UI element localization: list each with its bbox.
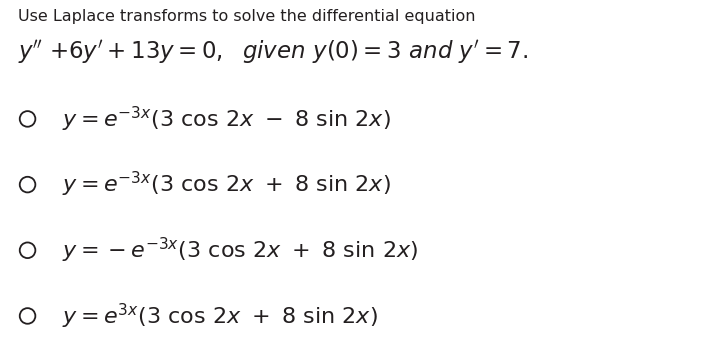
Text: $y = e^{-3x}(3\ \mathrm{cos}\ 2x\ -\ 8\ \mathrm{sin}\ 2x)$: $y = e^{-3x}(3\ \mathrm{cos}\ 2x\ -\ 8\ … xyxy=(62,104,391,133)
Text: $y$$^{\prime\prime}$ $+6y^{\prime} + 13y = 0,$  $\mathit{given}\ y(0) = 3\ \math: $y$$^{\prime\prime}$ $+6y^{\prime} + 13y… xyxy=(18,39,529,67)
Text: $y = e^{-3x}(3\ \mathrm{cos}\ 2x\ +\ 8\ \mathrm{sin}\ 2x)$: $y = e^{-3x}(3\ \mathrm{cos}\ 2x\ +\ 8\ … xyxy=(62,170,391,199)
Text: $y = -e^{-3x}(3\ \mathrm{cos}\ 2x\ +\ 8\ \mathrm{sin}\ 2x)$: $y = -e^{-3x}(3\ \mathrm{cos}\ 2x\ +\ 8\… xyxy=(62,236,418,265)
Text: Use Laplace transforms to solve the differential equation: Use Laplace transforms to solve the diff… xyxy=(18,9,476,24)
Text: $y = e^{3x}(3\ \mathrm{cos}\ 2x\ +\ 8\ \mathrm{sin}\ 2x)$: $y = e^{3x}(3\ \mathrm{cos}\ 2x\ +\ 8\ \… xyxy=(62,301,378,331)
